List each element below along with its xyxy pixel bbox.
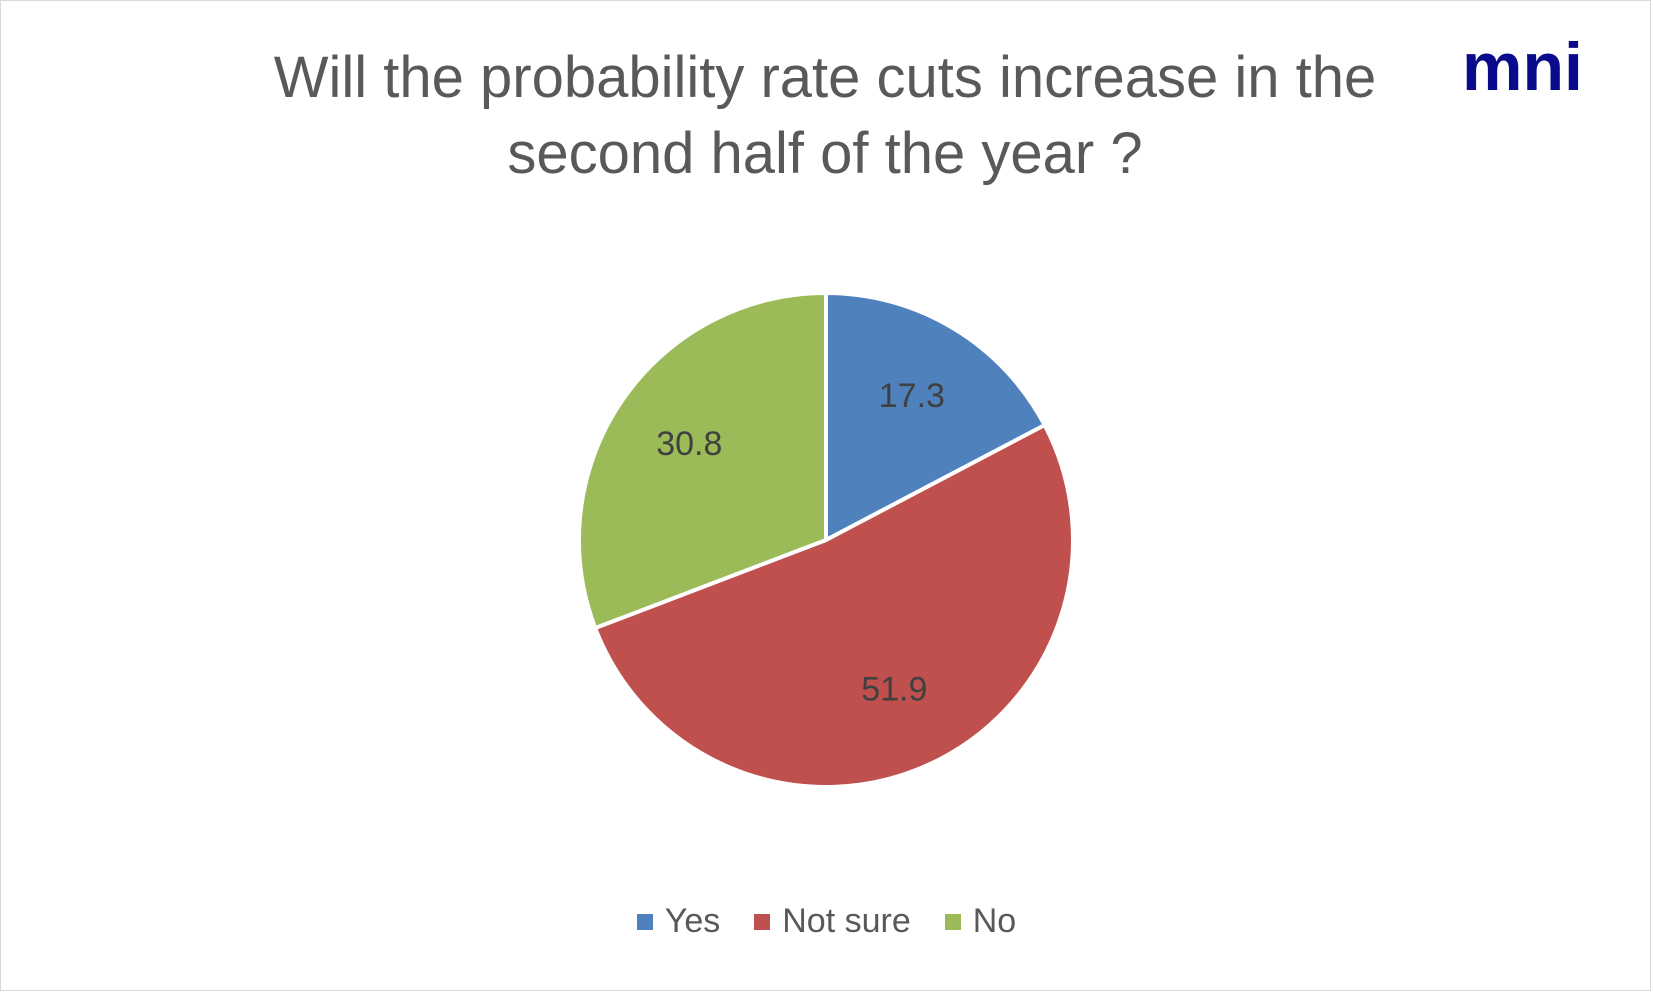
data-label-yes: 17.3	[879, 377, 945, 415]
pie-slice-yes	[824, 291, 1047, 542]
legend-swatch-not-sure	[754, 913, 771, 930]
mni-logo-text: mni	[1462, 29, 1583, 102]
pie-slices	[577, 291, 1075, 790]
chart-title: Will the probability rate cuts increase …	[190, 40, 1460, 192]
legend-label-no: No	[972, 902, 1017, 940]
pie-slice-no	[577, 291, 828, 631]
legend-item-not-sure: Not sure	[754, 902, 911, 941]
mni-logo: mni	[1462, 29, 1583, 102]
data-label-no: 30.8	[656, 425, 722, 463]
legend-label-not-sure: Not sure	[782, 902, 911, 940]
chart-legend: Yes Not sure No	[0, 902, 1653, 941]
pie-slice-not-sure	[593, 423, 1075, 790]
legend-swatch-yes	[636, 913, 653, 930]
pie-data-labels: 17.3 51.9 30.8	[656, 377, 945, 708]
legend-swatch-no	[944, 913, 961, 930]
legend-item-yes: Yes	[636, 902, 721, 941]
data-label-not-sure: 51.9	[861, 670, 927, 708]
chart-title-line-1: Will the probability rate cuts increase …	[273, 45, 1377, 110]
legend-label-yes: Yes	[664, 902, 721, 940]
chart-title-line-2: second half of the year ?	[507, 121, 1143, 186]
legend-item-no: No	[944, 902, 1017, 941]
